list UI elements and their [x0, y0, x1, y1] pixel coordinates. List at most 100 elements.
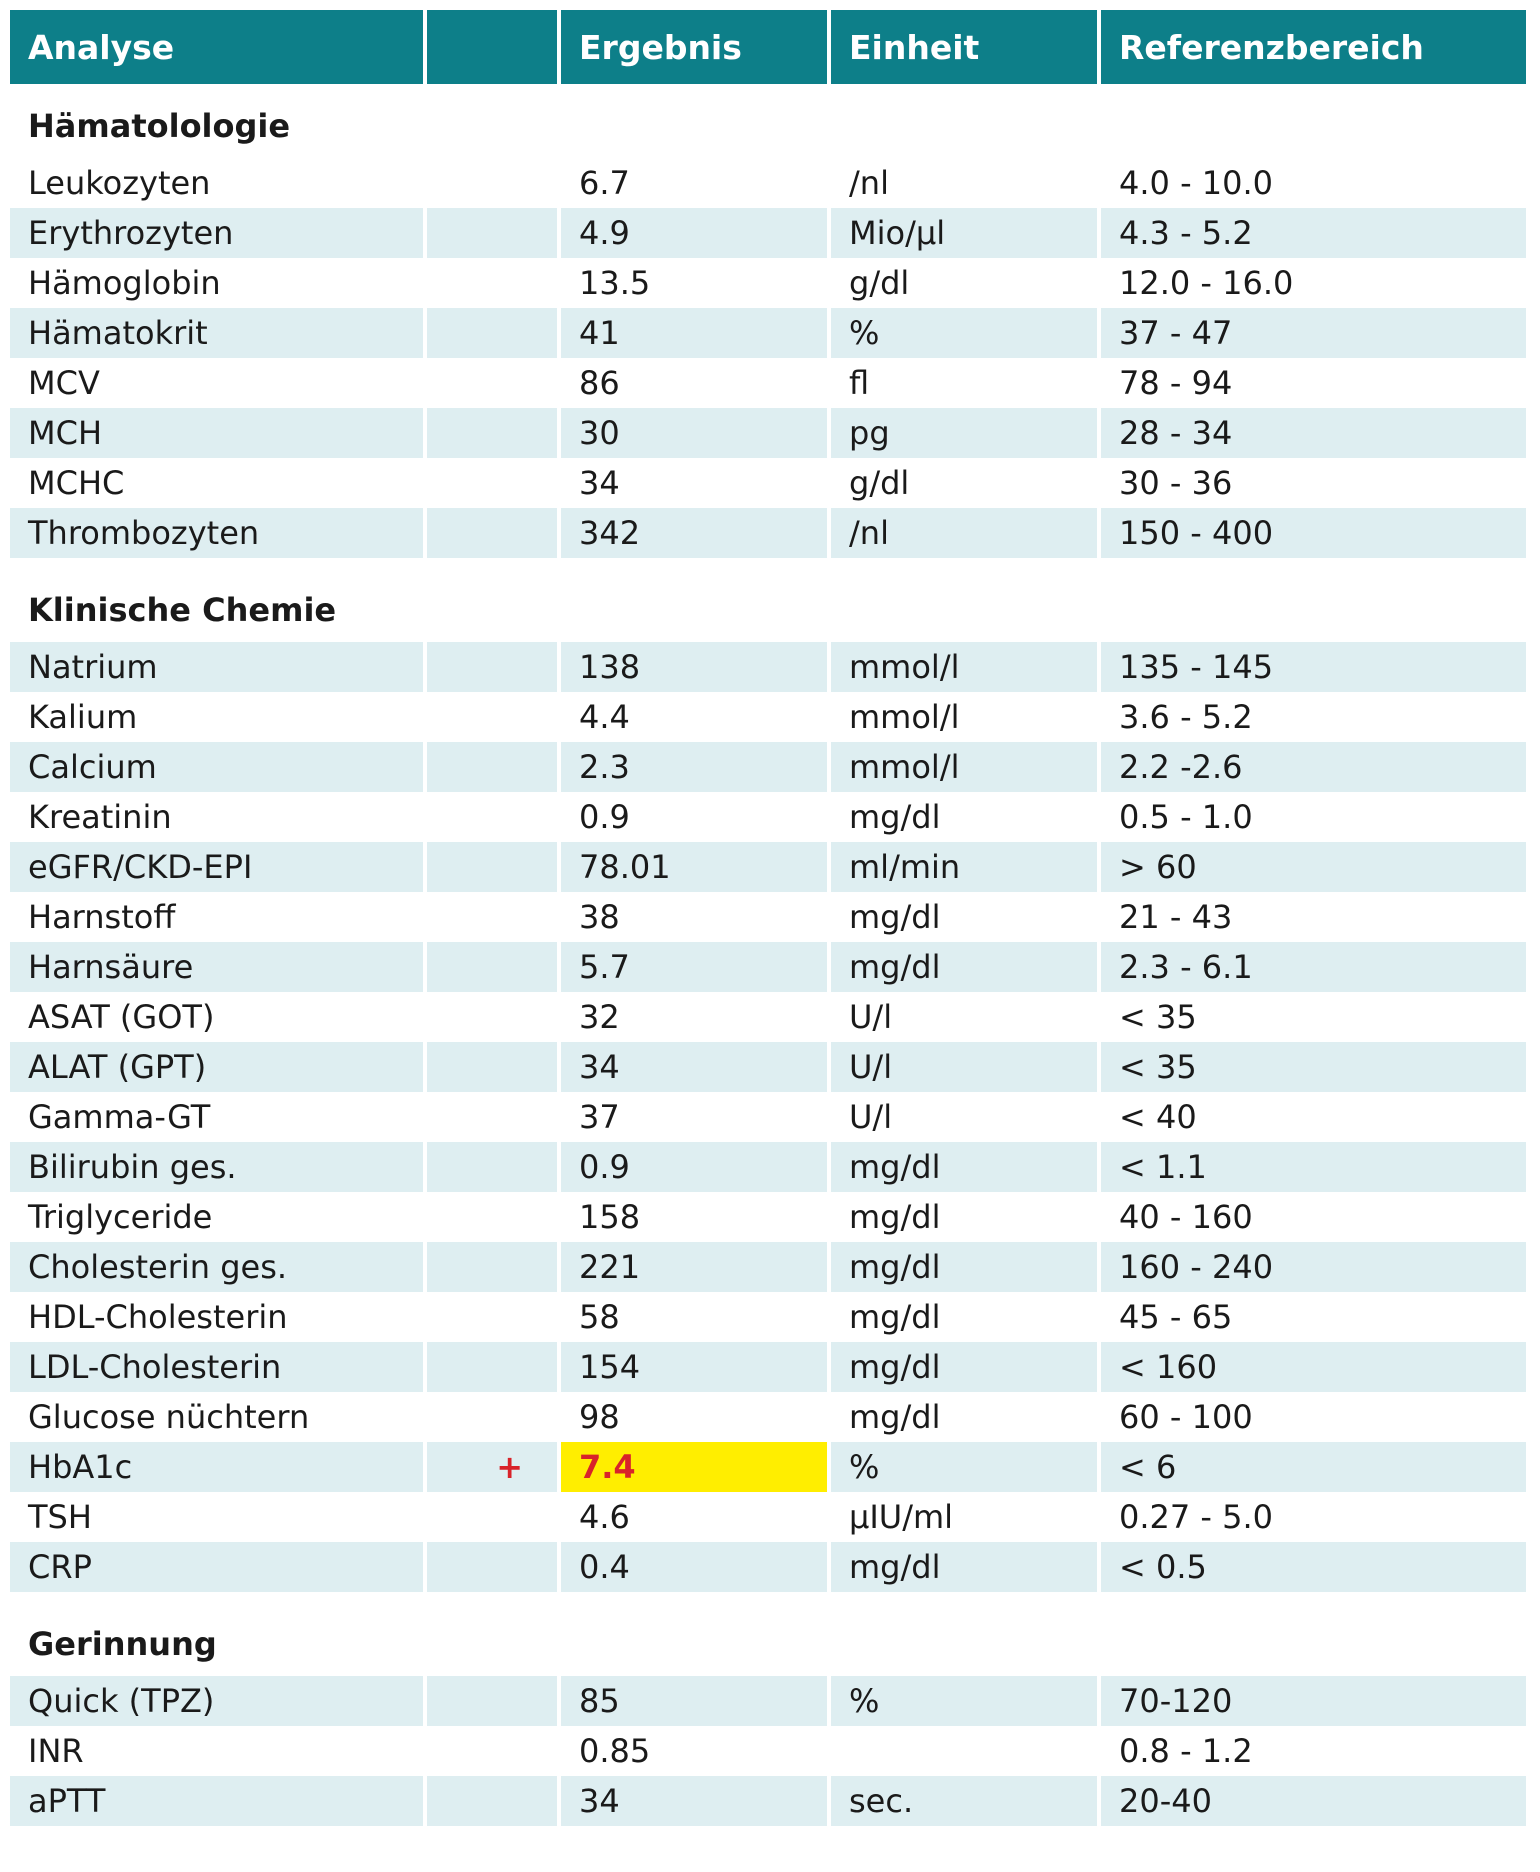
result-value: 34 — [561, 1042, 827, 1092]
result-value: 98 — [579, 1398, 620, 1436]
reference-range: 0.8 - 1.2 — [1119, 1732, 1253, 1770]
analyte-name: Thrombozyten — [10, 508, 423, 558]
abnormal-flag — [427, 1726, 557, 1776]
unit: U/l — [849, 1098, 893, 1136]
reference-range: 30 - 36 — [1119, 464, 1233, 502]
abnormal-flag: + — [427, 1442, 557, 1492]
table-header-row: Analyse Ergebnis Einheit Referenzbereich — [10, 10, 1526, 84]
reference-range: 40 - 160 — [1119, 1198, 1253, 1236]
result-value: 78.01 — [561, 842, 827, 892]
result-value: 0.85 — [579, 1732, 651, 1770]
unit: mg/dl — [831, 1542, 1097, 1592]
table-row: Harnsäure 5.7 mg/dl 2.3 - 6.1 — [10, 942, 1526, 992]
table-row: Erythrozyten 4.9 Mio/µl 4.3 - 5.2 — [10, 208, 1526, 258]
result-value: 154 — [561, 1342, 827, 1392]
table-row: INR 0.85 0.8 - 1.2 — [10, 1726, 1526, 1776]
reference-range: < 0.5 — [1101, 1542, 1526, 1592]
table-row: MCV 86 fl 78 - 94 — [10, 358, 1526, 408]
table-row: eGFR/CKD-EPI 78.01 ml/min > 60 — [10, 842, 1526, 892]
result-value: 138 — [561, 642, 827, 692]
section-title: Gerinnung — [28, 1625, 217, 1663]
table-row: Quick (TPZ) 85% 70-120 — [10, 1676, 1526, 1726]
analyte-name: Triglyceride — [28, 1198, 213, 1236]
table-row: Gamma-GT 37 U/l < 40 — [10, 1092, 1526, 1142]
table-row: Glucose nüchtern 98 mg/dl 60 - 100 — [10, 1392, 1526, 1442]
result-value: 0.4 — [561, 1542, 827, 1592]
unit: /nl — [849, 164, 889, 202]
abnormal-flag — [427, 1676, 557, 1726]
table-row: Kalium 4.4 mmol/l 3.6 - 5.2 — [10, 692, 1526, 742]
unit: U/l — [831, 1042, 1097, 1092]
result-value: 4.6 — [579, 1498, 630, 1536]
analyte-name: Quick (TPZ) — [10, 1676, 423, 1726]
abnormal-flag — [427, 1542, 557, 1592]
analyte-name: LDL-Cholesterin — [10, 1342, 423, 1392]
section-header-row: Hämatolologie — [10, 84, 1526, 158]
reference-range: < 35 — [1119, 998, 1197, 1036]
table-row: Cholesterin ges. 221 mg/dl 160 - 240 — [10, 1242, 1526, 1292]
analyte-name: Hämoglobin — [28, 264, 221, 302]
abnormal-flag — [427, 458, 557, 508]
unit: sec. — [831, 1776, 1097, 1826]
unit: g/dl — [849, 464, 910, 502]
table-row: MCHC 34 g/dl 30 - 36 — [10, 458, 1526, 508]
abnormal-flag — [427, 1092, 557, 1142]
reference-range: < 1.1 — [1101, 1142, 1526, 1192]
reference-range: 4.0 - 10.0 — [1119, 164, 1274, 202]
result-value: 32 — [579, 998, 620, 1036]
unit: U/l — [849, 998, 893, 1036]
abnormal-flag — [427, 1292, 557, 1342]
abnormal-flag — [427, 308, 557, 358]
table-row: Hämoglobin 13.5 g/dl 12.0 - 16.0 — [10, 258, 1526, 308]
result-value: 0.9 — [561, 1142, 827, 1192]
analyte-name: Harnstoff — [28, 898, 176, 936]
header-analyse: Analyse — [10, 10, 423, 84]
abnormal-flag — [427, 742, 557, 792]
reference-range: 12.0 - 16.0 — [1119, 264, 1294, 302]
table-row: Calcium 2.3 mmol/l 2.2 -2.6 — [10, 742, 1526, 792]
table-row: TSH 4.6 µIU/ml 0.27 - 5.0 — [10, 1492, 1526, 1542]
abnormal-flag — [427, 208, 557, 258]
unit: mg/dl — [831, 1342, 1097, 1392]
table-body: Hämatolologie Leukozyten 6.7/nl 4.0 - 10.0 E… — [10, 84, 1526, 1826]
abnormal-flag — [427, 1392, 557, 1442]
abnormal-flag — [427, 892, 557, 942]
table-row: Hämatokrit 41% 37 - 47 — [10, 308, 1526, 358]
table-row: Harnstoff 38 mg/dl 21 - 43 — [10, 892, 1526, 942]
reference-range: > 60 — [1101, 842, 1526, 892]
abnormal-flag — [427, 1342, 557, 1392]
unit: ml/min — [831, 842, 1097, 892]
reference-range: 3.6 - 5.2 — [1119, 698, 1253, 736]
analyte-name: Cholesterin ges. — [10, 1242, 423, 1292]
result-value: 158 — [579, 1198, 641, 1236]
table-row: HbA1c +7.4% < 6 — [10, 1442, 1526, 1492]
result-value: 34 — [561, 1776, 827, 1826]
unit: mmol/l — [849, 698, 960, 736]
unit: mg/dl — [849, 1398, 941, 1436]
reference-range: 78 - 94 — [1119, 364, 1233, 402]
header-referenzbereich: Referenzbereich — [1101, 10, 1526, 84]
table-row: ALAT (GPT) 34 U/l < 35 — [10, 1042, 1526, 1092]
unit: µIU/ml — [849, 1498, 954, 1536]
section-title: Klinische Chemie — [28, 591, 337, 629]
table-row: LDL-Cholesterin 154 mg/dl < 160 — [10, 1342, 1526, 1392]
abnormal-flag — [427, 1192, 557, 1242]
table-row: Thrombozyten 342/nl 150 - 400 — [10, 508, 1526, 558]
analyte-name: eGFR/CKD-EPI — [10, 842, 423, 892]
result-value: 13.5 — [579, 264, 651, 302]
analyte-name: MCHC — [28, 464, 125, 502]
unit: mg/dl — [849, 898, 941, 936]
abnormal-flag — [427, 642, 557, 692]
analyte-name: ALAT (GPT) — [10, 1042, 423, 1092]
reference-range: 0.27 - 5.0 — [1119, 1498, 1274, 1536]
reference-range: < 40 — [1119, 1098, 1197, 1136]
analyte-name: ASAT (GOT) — [28, 998, 215, 1036]
reference-range: 70-120 — [1101, 1676, 1526, 1726]
unit: % — [831, 308, 1097, 358]
reference-range: 60 - 100 — [1119, 1398, 1253, 1436]
analyte-name: CRP — [10, 1542, 423, 1592]
abnormal-flag — [427, 358, 557, 408]
result-value: 85 — [561, 1676, 827, 1726]
result-value: 37 — [579, 1098, 620, 1136]
